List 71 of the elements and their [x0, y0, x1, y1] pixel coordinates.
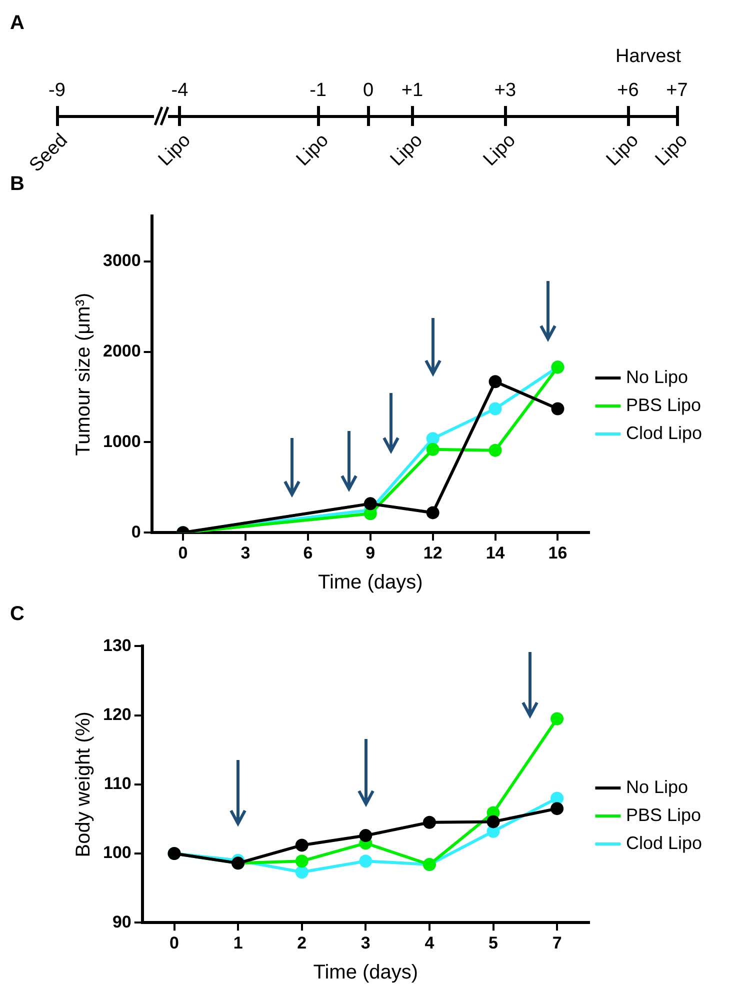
y-tick-label: 90	[112, 912, 132, 932]
y-axis-title: Body weight (%)	[72, 712, 95, 858]
text: Lipo	[652, 130, 692, 170]
x-axis-title: Time (days)	[313, 962, 418, 984]
category-label: -1	[308, 80, 328, 102]
x-tick-label: 0	[170, 933, 179, 952]
point	[550, 792, 564, 805]
y-tick-label: 2000	[102, 341, 141, 360]
y-tick-label: 1000	[102, 432, 141, 451]
point	[426, 442, 440, 456]
text: Lipo	[292, 130, 333, 170]
x-axis-title: Time (days)	[318, 572, 423, 594]
x-tick-label: 12	[423, 543, 442, 562]
chart-title: B	[10, 173, 24, 196]
point	[426, 432, 440, 446]
point	[364, 497, 377, 510]
point	[486, 824, 500, 838]
y-tick-label: 120	[102, 704, 132, 724]
x-tick-label: 7	[552, 933, 562, 952]
x-tick-label: 16	[548, 543, 568, 562]
point	[488, 402, 502, 416]
category-label: +3	[493, 80, 518, 102]
category-label: 0	[362, 80, 375, 102]
x-tick-label: 3	[360, 933, 370, 952]
point	[295, 866, 308, 879]
x-tick-label: 5	[488, 933, 498, 952]
point	[486, 815, 500, 828]
y-tick-label: 3000	[102, 251, 141, 270]
text: Harvest	[616, 46, 681, 68]
category-label: +6	[616, 80, 640, 102]
point	[488, 444, 502, 457]
text: A	[10, 12, 24, 35]
point	[488, 375, 502, 388]
text: Lipo	[602, 130, 643, 170]
legend-label: No Lipo	[626, 366, 688, 387]
point	[295, 838, 308, 852]
x-tick-label: 6	[303, 543, 313, 562]
text: Lipo	[154, 130, 195, 170]
legend-label: No Lipo	[626, 776, 688, 797]
legend-label: Clod Lipo	[626, 832, 702, 853]
point	[422, 816, 436, 829]
legend-label: Clod Lipo	[626, 422, 702, 443]
x-tick-label: 9	[366, 543, 376, 562]
y-axis-title: Tumour size (μm³)	[72, 292, 95, 456]
category-label: -9	[48, 80, 66, 102]
point	[364, 507, 377, 520]
point	[551, 402, 564, 416]
text: Lipo	[480, 130, 520, 170]
x-tick-label: 3	[240, 543, 250, 562]
legend-label: PBS Lipo	[626, 394, 702, 415]
category-label: +7	[665, 80, 689, 102]
y-tick-label: 100	[102, 843, 132, 862]
point	[359, 854, 372, 868]
category-label: +1	[400, 80, 424, 102]
y-tick-label: 110	[104, 774, 132, 794]
chart-title: C	[10, 603, 24, 626]
y-tick-label: 130	[102, 636, 132, 655]
x-tick-label: 0	[178, 543, 188, 562]
point	[550, 712, 564, 726]
point	[550, 802, 564, 816]
point	[295, 854, 308, 868]
text: Lipo	[386, 130, 428, 170]
x-tick-label: 14	[486, 543, 506, 562]
category-label: -4	[170, 80, 190, 102]
legend-label: PBS Lipo	[626, 804, 702, 825]
x-tick-label: 2	[297, 933, 307, 952]
point	[426, 506, 440, 520]
x-tick-label: 1	[233, 933, 243, 952]
x-tick-label: 4	[424, 933, 435, 952]
y-tick-label: 0	[131, 522, 141, 542]
point	[359, 829, 372, 842]
